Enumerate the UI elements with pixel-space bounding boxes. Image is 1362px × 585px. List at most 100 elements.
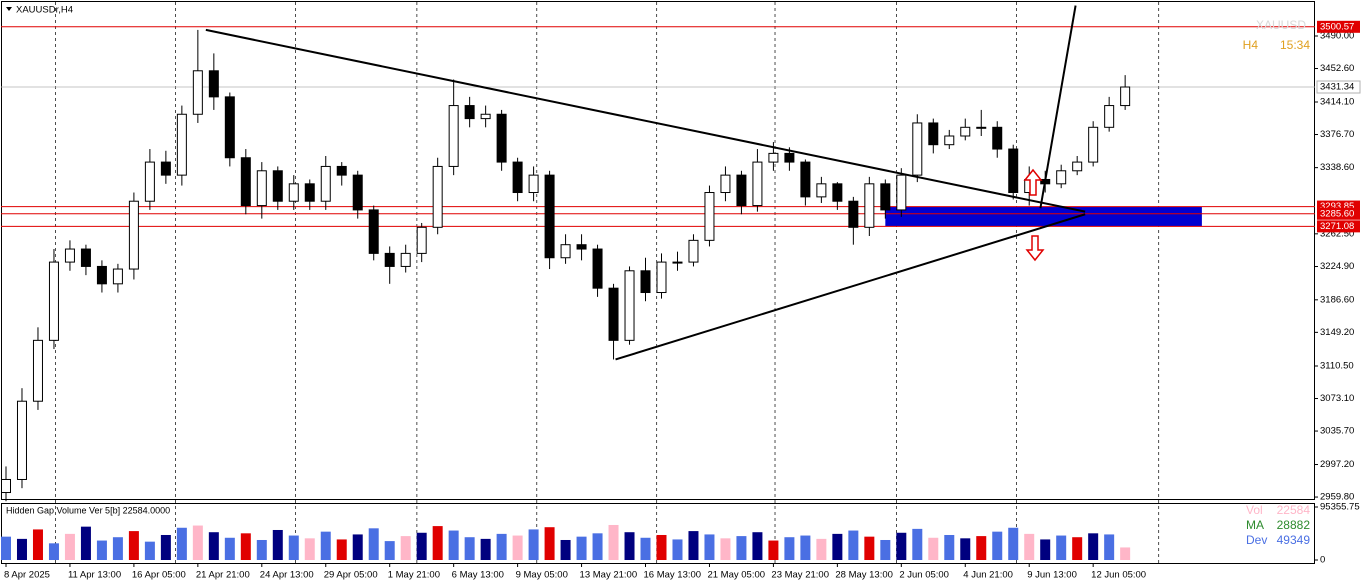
volume-bar — [464, 537, 475, 560]
candle-body — [48, 261, 59, 341]
candle-body — [176, 113, 187, 176]
volume-bar — [1056, 535, 1067, 560]
chart-title: XAUUSDr,H4 — [16, 5, 73, 16]
candle-body — [192, 70, 203, 115]
x-tick-label: 13 May 21:00 — [580, 570, 638, 581]
candle-body — [32, 339, 43, 402]
volume-bar — [768, 540, 779, 560]
volume-bar — [512, 535, 523, 560]
volume-bar — [192, 525, 203, 560]
volume-bar — [912, 528, 923, 560]
y-tick-label: 3452.60 — [1320, 63, 1354, 74]
volume-bar — [112, 537, 123, 560]
volume-bar — [480, 538, 491, 560]
volume-bar — [1104, 534, 1115, 560]
y-tick-label: 3110.50 — [1320, 361, 1354, 372]
volume-bar — [1024, 533, 1035, 560]
volume-bar — [448, 530, 459, 560]
y-tick-label: 3149.20 — [1320, 327, 1354, 338]
volume-bar — [672, 539, 683, 560]
candle-body — [144, 161, 155, 202]
x-tick-label: 23 May 21:00 — [771, 570, 829, 581]
candle-body — [240, 157, 251, 207]
volume-bar — [848, 530, 859, 560]
trendline — [1039, 5, 1077, 209]
volume-bar — [240, 533, 251, 560]
candle-body — [688, 239, 699, 263]
candle-body — [864, 183, 875, 228]
volume-y-tick-label: 95355.75 — [1320, 502, 1360, 513]
x-tick-label: 24 Apr 13:00 — [260, 570, 314, 581]
volume-bar — [528, 529, 539, 560]
candle-body — [960, 126, 971, 137]
volume-bar — [128, 531, 139, 560]
volume-frame — [1, 503, 1315, 564]
candle-body — [1056, 170, 1067, 185]
level-label: 3500.57 — [1320, 21, 1354, 32]
volume-bar — [864, 536, 875, 560]
candle-body — [592, 248, 603, 289]
volume-bar — [880, 539, 891, 560]
candle-body — [736, 174, 747, 207]
x-tick-label: 4 Jun 21:00 — [963, 570, 1013, 581]
volume-bar — [944, 534, 955, 560]
candle-body — [992, 126, 1003, 150]
y-tick-label: 3262.50 — [1320, 228, 1354, 239]
candle-body — [128, 200, 139, 270]
x-tick-label: 16 Apr 05:00 — [132, 570, 186, 581]
candle-body — [800, 161, 811, 198]
x-tick-label: 8 Apr 2025 — [4, 570, 50, 581]
volume-bar — [0, 536, 11, 560]
volume-bar — [1120, 547, 1131, 560]
x-tick-label: 21 Apr 21:00 — [196, 570, 250, 581]
candle-body — [1072, 161, 1083, 172]
candle-body — [944, 135, 955, 146]
candle-body — [416, 226, 427, 254]
volume-bar — [640, 537, 651, 560]
candle-body — [432, 165, 443, 228]
candle-body — [624, 270, 635, 341]
candle-body — [512, 161, 523, 194]
y-tick-label: 3490.00 — [1320, 31, 1354, 42]
candle-body — [320, 165, 331, 202]
level-label: 3271.08 — [1320, 221, 1354, 232]
candle-body — [224, 96, 235, 159]
trendline — [205, 28, 1086, 213]
candle-body — [528, 174, 539, 194]
volume-bar — [1072, 537, 1083, 560]
volume-bar — [176, 527, 187, 560]
volume-bar — [432, 526, 443, 560]
volume-bar — [800, 535, 811, 560]
volume-bar — [784, 537, 795, 560]
volume-bar — [896, 532, 907, 560]
x-tick-label: 29 Apr 05:00 — [324, 570, 378, 581]
main-frame — [1, 1, 1315, 500]
x-tick-label: 2 Jun 05:00 — [899, 570, 949, 581]
y-tick-label: 3414.10 — [1320, 97, 1354, 108]
y-tick-label: 3073.10 — [1320, 393, 1354, 404]
y-tick-label: 2959.80 — [1320, 492, 1354, 503]
candle-body — [656, 261, 667, 294]
volume-bar — [288, 535, 299, 560]
volume-bar — [256, 539, 267, 560]
candle-body — [768, 152, 779, 163]
volume-bar — [32, 529, 43, 560]
timer: 15:34 — [1280, 38, 1310, 52]
y-tick-label: 3376.70 — [1320, 129, 1354, 140]
volume-bar — [1040, 539, 1051, 560]
candle-body — [928, 122, 939, 146]
candle-body — [976, 126, 987, 129]
candle-body — [672, 261, 683, 264]
candle-body — [912, 122, 923, 176]
candle-body — [304, 183, 315, 202]
y-tick-label: 3224.90 — [1320, 261, 1354, 272]
volume-bar — [576, 536, 587, 560]
candle-body — [1008, 148, 1019, 194]
watermark: XAUUSD — [1256, 18, 1306, 32]
candle-body — [400, 252, 411, 267]
volume-bar — [736, 536, 747, 560]
volume-bar — [544, 527, 555, 560]
candle-body — [640, 270, 651, 294]
